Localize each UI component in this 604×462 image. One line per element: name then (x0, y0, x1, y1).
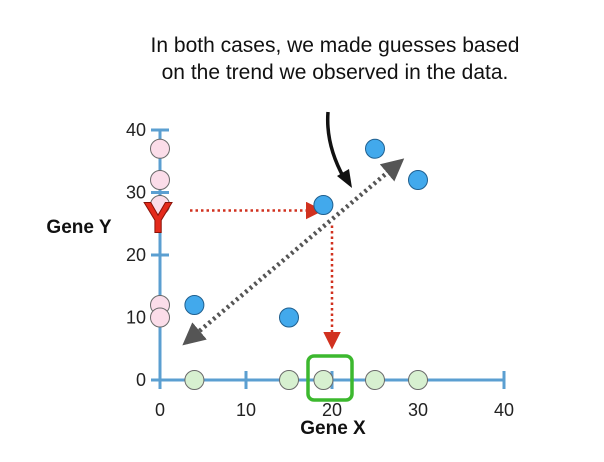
trend-line (182, 158, 405, 346)
guess-marker-y: Y (143, 194, 172, 243)
annotation-text: In both cases, we made guesses based on … (150, 34, 520, 84)
y-axis-label: Gene Y (46, 217, 111, 238)
x-tick-label: 40 (494, 400, 514, 420)
x-tick-label: 30 (408, 400, 428, 420)
x-projection-point (184, 370, 205, 390)
annotation-arrowhead (337, 169, 352, 188)
x-projection-point (365, 370, 385, 390)
y-projection-point (150, 170, 170, 190)
y-tick-label: 30 (126, 183, 146, 203)
data-point (313, 195, 334, 215)
data-point (365, 138, 385, 159)
y-tick-label: 10 (126, 308, 146, 328)
y-projection-point (150, 195, 170, 215)
y-projection-point (150, 138, 170, 159)
data-point (408, 170, 428, 190)
guess-highlight-box (306, 354, 354, 402)
data-point (279, 307, 299, 328)
data-point (184, 295, 205, 315)
y-tick-label: 0 (136, 370, 146, 390)
y-projection-point (150, 307, 170, 328)
x-projection-point (313, 370, 334, 390)
x-tick-label: 20 (322, 400, 342, 420)
x-tick-label: 10 (236, 400, 256, 420)
annotation-arrow (325, 111, 346, 179)
y-tick-label: 20 (126, 245, 146, 265)
x-tick-label: 0 (155, 400, 165, 420)
x-projection-point (279, 370, 299, 390)
x-axis-label: Gene X (300, 418, 366, 439)
y-tick-label: 40 (126, 120, 146, 140)
x-projection-point (408, 370, 428, 390)
